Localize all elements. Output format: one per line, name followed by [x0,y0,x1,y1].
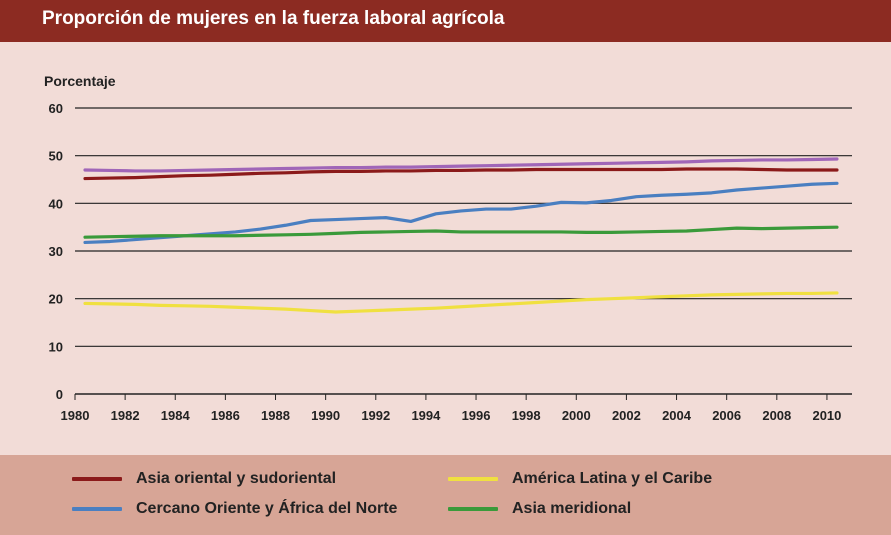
x-tick-2000: 2000 [562,408,591,423]
legend: Asia oriental y sudoriental América Lati… [0,455,891,535]
y-tick-0: 0 [56,387,63,402]
x-tick-1998: 1998 [512,408,541,423]
series-line-0 [83,167,839,181]
x-tick-labels: 1980 1982 1984 1986 1988 1990 1992 1994 1996 1998… [61,408,842,423]
legend-label: América Latina y el Caribe [512,470,713,487]
x-tick-1990: 1990 [311,408,340,423]
x-tick-2010: 2010 [812,408,841,423]
legend-item-asia-oriental: Asia oriental y sudoriental [72,470,336,488]
x-tick-2004: 2004 [662,408,692,423]
x-tick-1996: 1996 [462,408,491,423]
chart-panel [0,42,891,455]
x-tick-1986: 1986 [211,408,240,423]
x-tick-1984: 1984 [161,408,191,423]
y-axis-label: Porcentaje [44,73,116,89]
y-tick-50: 50 [49,149,63,164]
legend-label: Asia oriental y sudoriental [136,470,337,487]
legend-swatch [448,507,498,511]
y-tick-labels: 0 10 20 30 40 50 60 [49,101,63,402]
legend-label: Asia meridional [512,500,632,517]
series-line-2 [83,181,839,245]
legend-item-cercano-oriente: Cercano Oriente y África del Norte [72,500,397,518]
x-tick-2002: 2002 [612,408,641,423]
legend-item-america-latina: América Latina y el Caribe [448,470,712,488]
chart-title-bar: Proporción de mujeres en la fuerza labor… [0,0,891,42]
series-line-4 [83,157,839,173]
legend-label: Cercano Oriente y África del Norte [136,500,398,517]
y-tick-30: 30 [49,244,63,259]
y-tick-60: 60 [49,101,63,116]
y-tick-10: 10 [49,339,63,354]
x-tick-1994: 1994 [411,408,441,423]
x-tick-1988: 1988 [261,408,290,423]
legend-swatch [72,477,122,481]
x-tick-2006: 2006 [712,408,741,423]
series-lines [83,157,839,314]
series-line-3 [83,225,839,239]
gridlines [74,107,852,400]
x-tick-2008: 2008 [762,408,791,423]
chart-title: Proporción de mujeres en la fuerza labor… [42,8,505,29]
legend-swatch [72,507,122,511]
y-tick-20: 20 [49,292,63,307]
series-line-1 [83,291,839,314]
x-tick-1982: 1982 [111,408,140,423]
y-tick-40: 40 [49,196,63,211]
x-tick-1980: 1980 [61,408,90,423]
x-tick-1992: 1992 [361,408,390,423]
legend-item-asia-meridional: Asia meridional [448,500,631,518]
legend-swatch [448,477,498,481]
